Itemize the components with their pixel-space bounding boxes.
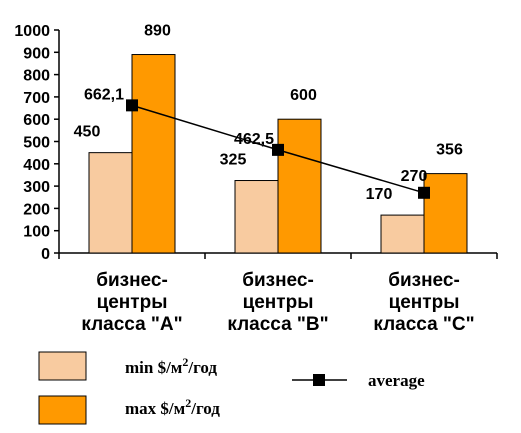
y-tick-label: 200 (23, 201, 50, 218)
max-bar (423, 173, 468, 254)
y-tick-label: 0 (41, 246, 50, 263)
y-tick-label: 700 (23, 90, 50, 107)
y-tick-label: 300 (23, 179, 50, 196)
x-category-label: центры (243, 292, 314, 313)
average-legend-label: average (368, 371, 425, 390)
data-labels: 450 890 325 600 170 356 662,1 462,5 270 (74, 23, 463, 204)
max-value-label: 890 (144, 23, 171, 40)
min-bar (88, 152, 133, 254)
legend-label-tail: /год (187, 358, 217, 377)
bars (88, 54, 468, 254)
max-value-label: 600 (290, 87, 317, 104)
legend-label-tail: /год (190, 399, 220, 418)
min-value-label: 325 (220, 152, 247, 169)
x-category-label: класса "A" (81, 314, 182, 335)
x-category-label: бизнес- (388, 270, 460, 291)
min-legend-label: min $/м2/год (125, 355, 217, 377)
average-value-label: 662,1 (84, 86, 124, 103)
min-bar (380, 214, 425, 254)
axes: 0 100 200 300 400 500 600 700 800 900 1000 бизнес-ц… (14, 23, 498, 335)
x-category-label: класса "C" (373, 314, 474, 335)
average-point-marker (272, 143, 284, 156)
legend-label-superscript: 2 (185, 396, 191, 410)
x-category-label: бизнес- (242, 270, 314, 291)
min-legend-swatch (38, 351, 87, 381)
legend-label-main: max $/м (125, 399, 186, 418)
average-value-label: 462,5 (234, 131, 274, 148)
x-category-label: класса "B" (227, 314, 328, 335)
y-tick-label: 1000 (14, 23, 50, 40)
average-value-label: 270 (401, 168, 428, 185)
average-point-marker (126, 99, 138, 112)
max-legend-swatch (38, 395, 87, 425)
y-tick-label: 100 (23, 224, 50, 241)
average-line (126, 99, 430, 199)
min-value-label: 170 (366, 186, 393, 203)
x-category-label: центры (97, 292, 168, 313)
min-bar (234, 180, 279, 254)
average-legend-marker (313, 374, 325, 386)
max-bar (277, 118, 322, 254)
average-point-marker (418, 186, 430, 199)
y-tick-label: 600 (23, 112, 50, 129)
x-category-label: центры (389, 292, 460, 313)
legend-label-superscript: 2 (182, 355, 188, 369)
min-value-label: 450 (74, 124, 101, 141)
y-tick-label: 900 (23, 45, 50, 62)
y-tick-label: 800 (23, 68, 50, 85)
x-category-label: бизнес- (96, 270, 168, 291)
max-bar (131, 54, 176, 254)
max-value-label: 356 (436, 142, 463, 159)
y-tick-label: 500 (23, 135, 50, 152)
y-tick-label: 400 (23, 157, 50, 174)
max-legend-label: max $/м2/год (125, 396, 220, 418)
legend-label-main: min $/м (125, 358, 183, 377)
